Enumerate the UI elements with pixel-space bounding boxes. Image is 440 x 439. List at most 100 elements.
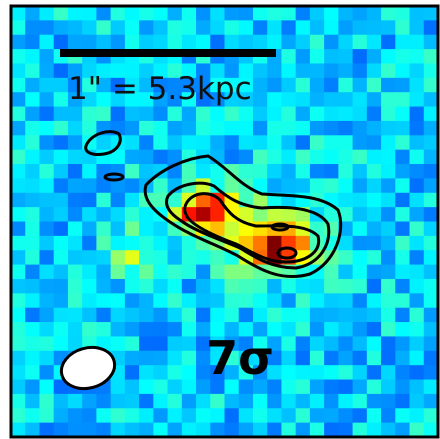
pixel — [225, 107, 240, 122]
pixel — [424, 308, 439, 323]
pixel — [239, 150, 254, 165]
pixel — [395, 408, 410, 423]
pixel — [25, 63, 40, 78]
pixel — [96, 394, 111, 409]
pixel — [182, 380, 197, 395]
pixel — [410, 20, 425, 35]
pixel — [338, 308, 353, 323]
pixel — [182, 365, 197, 380]
pixel — [39, 207, 54, 222]
pixel — [182, 20, 197, 35]
pixel — [139, 150, 154, 165]
pixel — [168, 121, 183, 136]
pixel — [11, 78, 26, 93]
pixel — [168, 6, 183, 21]
pixel — [54, 279, 69, 294]
pixel — [296, 236, 311, 251]
pixel — [39, 279, 54, 294]
pixel — [367, 308, 382, 323]
pixel — [25, 178, 40, 193]
pixel — [296, 6, 311, 21]
pixel — [68, 178, 83, 193]
pixel — [253, 78, 268, 93]
pixel — [424, 351, 439, 366]
pixel — [267, 178, 282, 193]
pixel — [182, 423, 197, 438]
pixel — [353, 322, 368, 337]
pixel — [82, 308, 97, 323]
pixel — [68, 164, 83, 179]
pixel — [281, 336, 296, 351]
pixel — [281, 293, 296, 308]
pixel — [267, 78, 282, 93]
pixel — [196, 394, 211, 409]
pixel — [296, 107, 311, 122]
pixel — [353, 336, 368, 351]
pixel — [410, 380, 425, 395]
pixel — [353, 365, 368, 380]
pixel — [39, 308, 54, 323]
pixel — [39, 222, 54, 237]
pixel — [281, 150, 296, 165]
pixel — [310, 49, 325, 64]
pixel — [25, 408, 40, 423]
pixel — [96, 6, 111, 21]
pixel — [68, 265, 83, 280]
pixel — [281, 107, 296, 122]
pixel — [182, 250, 197, 265]
pixel — [125, 293, 140, 308]
pixel — [395, 207, 410, 222]
pixel — [296, 150, 311, 165]
pixel — [125, 322, 140, 337]
pixel — [11, 236, 26, 251]
pixel — [25, 6, 40, 21]
pixel — [381, 193, 396, 208]
pixel — [139, 35, 154, 50]
pixel — [267, 164, 282, 179]
pixel — [424, 63, 439, 78]
pixel — [54, 35, 69, 50]
pixel — [253, 207, 268, 222]
pixel — [139, 279, 154, 294]
pixel — [225, 308, 240, 323]
pixel — [168, 107, 183, 122]
pixel — [367, 423, 382, 438]
pixel — [267, 135, 282, 150]
pixel — [353, 193, 368, 208]
pixel — [410, 78, 425, 93]
pixel — [338, 250, 353, 265]
pixel — [253, 150, 268, 165]
pixel — [281, 322, 296, 337]
pixel — [296, 121, 311, 136]
pixel — [324, 63, 339, 78]
pixel — [168, 35, 183, 50]
pixel — [182, 265, 197, 280]
pixel — [11, 164, 26, 179]
pixel — [253, 63, 268, 78]
pixel — [367, 150, 382, 165]
pixel — [353, 308, 368, 323]
pixel — [25, 49, 40, 64]
pixel — [310, 293, 325, 308]
pixel — [281, 49, 296, 64]
pixel — [153, 6, 168, 21]
pixel — [310, 178, 325, 193]
pixel — [11, 20, 26, 35]
pixel — [381, 20, 396, 35]
pixel — [253, 107, 268, 122]
pixel — [381, 423, 396, 438]
pixel — [353, 380, 368, 395]
pixel — [96, 250, 111, 265]
pixel — [281, 35, 296, 50]
pixel — [338, 423, 353, 438]
pixel — [367, 279, 382, 294]
pixel — [39, 150, 54, 165]
pixel — [367, 193, 382, 208]
pixel — [68, 308, 83, 323]
pixel — [324, 365, 339, 380]
pixel — [210, 35, 225, 50]
pixel — [96, 322, 111, 337]
pixel — [125, 408, 140, 423]
pixel — [11, 380, 26, 395]
pixel — [210, 394, 225, 409]
